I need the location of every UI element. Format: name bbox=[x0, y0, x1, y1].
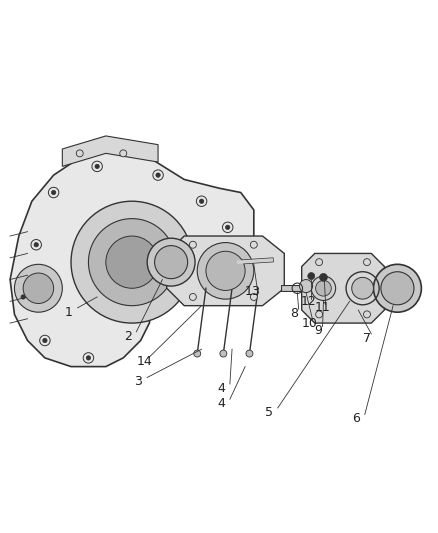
Circle shape bbox=[31, 239, 42, 250]
Circle shape bbox=[51, 190, 56, 195]
Circle shape bbox=[48, 187, 59, 198]
Circle shape bbox=[251, 294, 257, 301]
Text: 4: 4 bbox=[217, 382, 225, 395]
Circle shape bbox=[106, 236, 158, 288]
Circle shape bbox=[199, 199, 204, 204]
Circle shape bbox=[300, 279, 313, 293]
Text: 1: 1 bbox=[65, 306, 73, 319]
Circle shape bbox=[311, 276, 336, 301]
Circle shape bbox=[147, 238, 195, 286]
Circle shape bbox=[34, 243, 39, 247]
Circle shape bbox=[364, 259, 371, 265]
Circle shape bbox=[23, 273, 53, 303]
Circle shape bbox=[196, 196, 207, 206]
Circle shape bbox=[92, 161, 102, 172]
Circle shape bbox=[208, 260, 212, 264]
Circle shape bbox=[88, 219, 176, 305]
Text: 9: 9 bbox=[314, 325, 322, 337]
Circle shape bbox=[155, 246, 187, 279]
Text: 13: 13 bbox=[245, 285, 261, 298]
Polygon shape bbox=[302, 254, 385, 323]
Circle shape bbox=[197, 243, 254, 299]
Text: 11: 11 bbox=[315, 301, 330, 314]
Circle shape bbox=[194, 350, 201, 357]
Polygon shape bbox=[167, 236, 284, 305]
Text: 7: 7 bbox=[363, 332, 371, 345]
Polygon shape bbox=[10, 149, 254, 367]
Circle shape bbox=[21, 295, 25, 299]
Circle shape bbox=[83, 353, 94, 363]
Circle shape bbox=[352, 277, 374, 299]
Text: 6: 6 bbox=[352, 413, 360, 425]
Circle shape bbox=[308, 272, 315, 279]
Text: 5: 5 bbox=[265, 406, 273, 419]
Circle shape bbox=[189, 241, 196, 248]
Circle shape bbox=[95, 164, 99, 168]
Text: 3: 3 bbox=[134, 375, 142, 389]
Polygon shape bbox=[167, 256, 241, 269]
Circle shape bbox=[40, 335, 50, 346]
Circle shape bbox=[251, 241, 257, 248]
Circle shape bbox=[153, 170, 163, 180]
Circle shape bbox=[364, 311, 371, 318]
Circle shape bbox=[76, 150, 83, 157]
Circle shape bbox=[206, 251, 245, 290]
Circle shape bbox=[71, 201, 193, 323]
Circle shape bbox=[246, 350, 253, 357]
Circle shape bbox=[374, 264, 421, 312]
Text: 14: 14 bbox=[136, 355, 152, 368]
Circle shape bbox=[120, 150, 127, 157]
Circle shape bbox=[316, 259, 322, 265]
Circle shape bbox=[223, 222, 233, 232]
Circle shape bbox=[156, 173, 160, 177]
Text: 2: 2 bbox=[124, 329, 131, 343]
Text: 12: 12 bbox=[301, 295, 317, 308]
Circle shape bbox=[316, 311, 322, 318]
Circle shape bbox=[162, 265, 172, 276]
Circle shape bbox=[14, 264, 62, 312]
Circle shape bbox=[220, 350, 227, 357]
Circle shape bbox=[381, 272, 414, 305]
Circle shape bbox=[226, 225, 230, 230]
Circle shape bbox=[18, 292, 28, 302]
Polygon shape bbox=[62, 136, 158, 166]
Circle shape bbox=[86, 356, 91, 360]
Text: 8: 8 bbox=[290, 307, 298, 320]
Text: 4: 4 bbox=[217, 397, 225, 410]
Circle shape bbox=[320, 273, 327, 281]
Circle shape bbox=[316, 280, 331, 296]
Circle shape bbox=[189, 294, 196, 301]
Text: 10: 10 bbox=[302, 317, 318, 329]
Circle shape bbox=[165, 269, 169, 273]
Circle shape bbox=[205, 257, 215, 268]
Circle shape bbox=[43, 338, 47, 343]
